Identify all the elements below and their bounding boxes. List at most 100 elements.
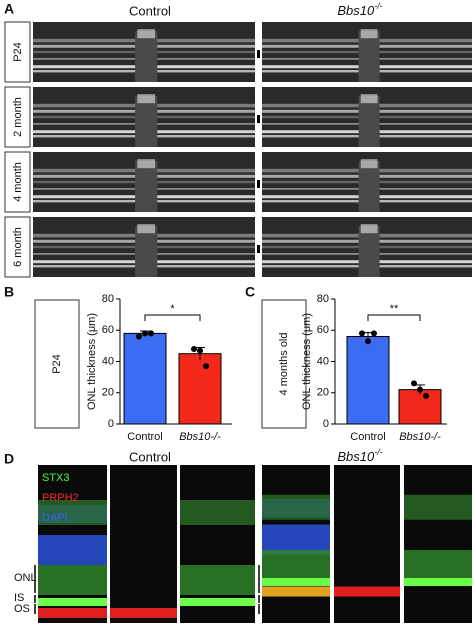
significance-bracket <box>367 314 421 321</box>
row-label-box <box>4 216 31 278</box>
prph2-os <box>262 586 330 597</box>
genotype-sup: -/- <box>374 1 383 11</box>
optic-nerve <box>358 31 380 82</box>
stx3-inl <box>38 500 107 525</box>
bar <box>123 332 167 425</box>
stx3-is <box>38 598 107 606</box>
x-tick-label: Bbs10-/- <box>399 431 441 443</box>
optic-nerve <box>135 161 158 212</box>
panel-label: B <box>4 284 14 300</box>
optic-nerve <box>358 161 380 212</box>
data-point <box>203 363 209 370</box>
data-point <box>142 330 148 337</box>
column-title: Bbs10-/- <box>337 447 382 464</box>
genotype: Bbs10 <box>337 3 375 18</box>
optic-nerve <box>358 96 380 147</box>
stain-label: STX3 <box>42 472 70 484</box>
scale-marker <box>257 245 260 253</box>
data-point <box>136 333 142 340</box>
optic-nerve-top <box>360 94 378 104</box>
bar <box>346 336 390 425</box>
panel-label: C <box>245 284 255 300</box>
y-tick-label: 20 <box>317 387 329 399</box>
y-tick-label: 80 <box>317 293 329 305</box>
optic-nerve-top <box>137 224 156 234</box>
data-point <box>148 330 154 337</box>
data-point <box>197 347 203 354</box>
stx3-is <box>180 598 255 606</box>
panel-label: D <box>4 451 14 467</box>
stx3-is <box>404 578 472 587</box>
bar <box>178 353 222 425</box>
stx3-onl <box>180 565 255 595</box>
significance-bracket <box>144 314 201 321</box>
x-tick-label: Control <box>350 431 385 443</box>
optic-nerve <box>135 96 158 147</box>
data-point <box>359 330 365 337</box>
side-label-box <box>261 299 307 429</box>
y-tick-label: 80 <box>102 293 114 305</box>
optic-nerve <box>358 226 380 277</box>
row-label-box <box>4 86 31 148</box>
x-tick-label: Bbs10-/- <box>179 431 221 443</box>
layer-label: OS <box>14 603 30 615</box>
y-axis-label: ONL thickness (μm) <box>301 313 313 410</box>
micrograph <box>110 465 177 623</box>
optic-nerve-top <box>360 29 378 39</box>
optic-nerve <box>135 31 158 82</box>
optic-nerve-top <box>360 159 378 169</box>
data-point <box>371 330 377 337</box>
row-label: 4 month <box>12 162 24 202</box>
column-title: Bbs10-/- <box>337 1 382 18</box>
y-tick-label: 20 <box>102 387 114 399</box>
optic-nerve <box>135 226 158 277</box>
optic-nerve-top <box>137 29 156 39</box>
row-label-box <box>4 21 31 83</box>
data-point <box>423 392 429 399</box>
column-title: Control <box>129 449 171 464</box>
y-tick-label: 40 <box>102 355 114 367</box>
stx3-onl <box>262 550 330 580</box>
stx3-is <box>262 578 330 587</box>
stx3-inl <box>404 494 472 520</box>
data-point <box>411 380 417 387</box>
scale-marker <box>257 115 260 123</box>
stx3-inl <box>180 500 255 525</box>
y-axis-label: ONL thickness (μm) <box>86 313 98 410</box>
dapi-onl <box>262 524 330 555</box>
row-label: 6 month <box>12 227 24 267</box>
bar <box>398 389 442 425</box>
y-tick-label: 40 <box>317 355 329 367</box>
scale-marker <box>257 50 260 58</box>
scale-marker <box>257 180 260 188</box>
y-tick-label: 60 <box>317 324 329 336</box>
stain-label: PRPH2 <box>42 492 79 504</box>
side-label: P24 <box>51 354 63 374</box>
micrograph <box>180 465 255 623</box>
layer-label: ONL <box>14 572 37 584</box>
stx3-onl <box>38 565 107 595</box>
side-label: 4 months old <box>278 333 290 396</box>
stain-label: DAPI <box>42 512 68 524</box>
data-point <box>191 346 197 352</box>
micrograph <box>404 465 472 623</box>
y-tick-label: 0 <box>108 418 114 430</box>
y-tick-label: 0 <box>323 418 329 430</box>
prph2-os <box>334 586 400 597</box>
row-label-box <box>4 151 31 213</box>
data-point <box>417 386 423 393</box>
panel-label: A <box>4 1 14 17</box>
optic-nerve-top <box>137 159 156 169</box>
layer-label: IS <box>14 592 24 604</box>
dapi-onl <box>38 535 107 565</box>
side-label-box <box>34 299 80 429</box>
row-label: P24 <box>12 42 24 62</box>
optic-nerve-top <box>137 94 156 104</box>
row-label: 2 month <box>12 97 24 137</box>
column-title: Control <box>129 3 171 18</box>
data-point <box>365 338 371 345</box>
x-tick-label: Control <box>127 431 162 443</box>
prph2-os <box>110 608 177 618</box>
stx3-inl <box>262 494 330 520</box>
